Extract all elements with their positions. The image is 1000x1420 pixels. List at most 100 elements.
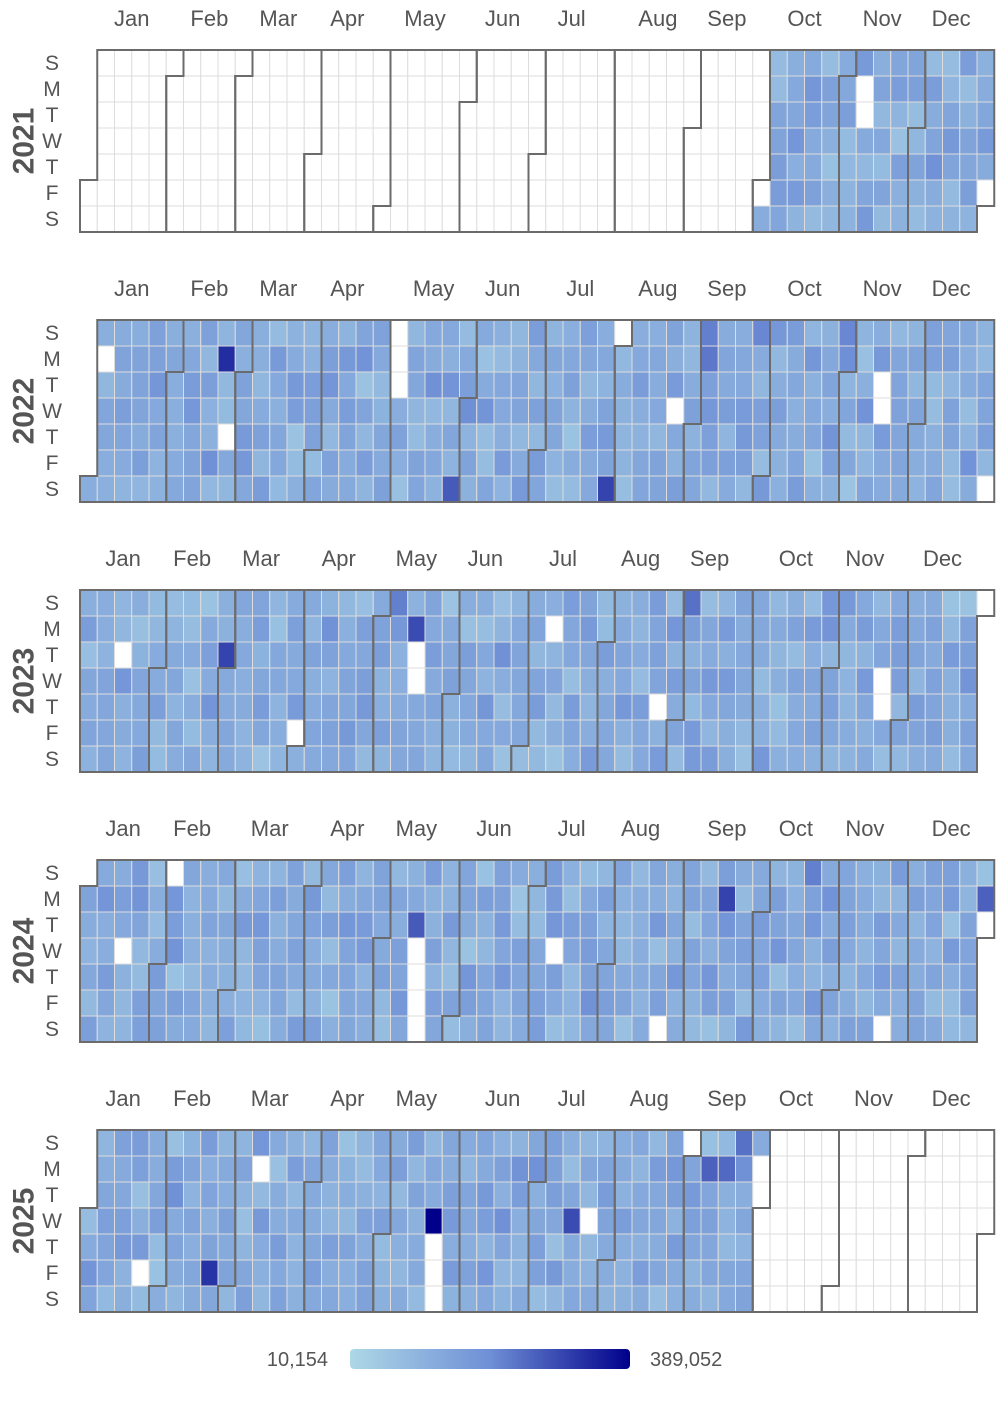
day-cell bbox=[700, 989, 719, 1017]
weekday-label: W bbox=[42, 670, 62, 693]
day-cell bbox=[338, 589, 357, 617]
day-cell bbox=[321, 719, 340, 747]
day-cell bbox=[286, 693, 305, 721]
day-cell bbox=[614, 1015, 633, 1043]
day-cell bbox=[424, 615, 443, 643]
day-cell bbox=[890, 641, 909, 669]
day-cell bbox=[407, 179, 426, 207]
day-cell bbox=[907, 127, 926, 155]
day-cell bbox=[804, 989, 823, 1017]
weekday-label: T bbox=[46, 104, 59, 127]
day-cell bbox=[200, 745, 219, 773]
day-cell bbox=[890, 449, 909, 477]
day-cell bbox=[752, 345, 771, 373]
day-cell bbox=[321, 885, 340, 913]
day-cell bbox=[338, 127, 357, 155]
day-cell bbox=[303, 75, 322, 103]
day-cell bbox=[890, 397, 909, 425]
year-label: 2023 bbox=[8, 648, 41, 715]
day-cell bbox=[752, 1181, 771, 1209]
day-cell bbox=[424, 859, 443, 887]
day-cell bbox=[786, 615, 805, 643]
day-cell bbox=[597, 319, 616, 347]
day-cell bbox=[338, 1285, 357, 1313]
day-cell bbox=[338, 1259, 357, 1287]
day-cell bbox=[700, 101, 719, 129]
day-cell bbox=[96, 49, 115, 77]
day-cell bbox=[700, 719, 719, 747]
day-cell bbox=[924, 615, 943, 643]
day-cell bbox=[666, 1129, 685, 1157]
day-cell bbox=[959, 989, 978, 1017]
day-cell bbox=[562, 937, 581, 965]
day-cell bbox=[631, 423, 650, 451]
day-cell bbox=[96, 745, 115, 773]
day-cell bbox=[510, 1285, 529, 1313]
day-cell bbox=[269, 1259, 288, 1287]
day-cell bbox=[114, 589, 133, 617]
day-cell bbox=[493, 101, 512, 129]
day-cell bbox=[786, 127, 805, 155]
day-cell bbox=[942, 475, 961, 503]
day-cell bbox=[907, 345, 926, 373]
day-cell bbox=[838, 641, 857, 669]
day-cell bbox=[717, 1155, 736, 1183]
day-cell bbox=[959, 101, 978, 129]
day-cell bbox=[924, 153, 943, 181]
day-cell bbox=[855, 1233, 874, 1261]
day-cell bbox=[183, 1015, 202, 1043]
day-cell bbox=[183, 885, 202, 913]
day-cell bbox=[424, 1155, 443, 1183]
day-cell bbox=[804, 589, 823, 617]
day-cell bbox=[441, 963, 460, 991]
day-cell bbox=[114, 615, 133, 643]
day-cell bbox=[286, 1015, 305, 1043]
day-cell bbox=[959, 475, 978, 503]
day-cell bbox=[907, 1129, 926, 1157]
day-cell bbox=[924, 75, 943, 103]
day-cell bbox=[493, 745, 512, 773]
day-cell bbox=[355, 745, 374, 773]
day-cell bbox=[234, 911, 253, 939]
day-cell bbox=[459, 345, 478, 373]
day-cell bbox=[924, 859, 943, 887]
day-cell bbox=[321, 963, 340, 991]
month-label: Sep bbox=[707, 6, 746, 31]
day-cell bbox=[390, 589, 409, 617]
day-cell bbox=[165, 423, 184, 451]
weekday-label: W bbox=[42, 130, 62, 153]
day-cell bbox=[976, 859, 995, 887]
day-cell bbox=[372, 179, 391, 207]
day-cell bbox=[855, 127, 874, 155]
day-cell bbox=[528, 859, 547, 887]
day-cell bbox=[821, 449, 840, 477]
day-cell bbox=[890, 179, 909, 207]
day-cell bbox=[269, 1207, 288, 1235]
day-cell bbox=[269, 319, 288, 347]
weekday-label: S bbox=[45, 1018, 59, 1041]
day-cell bbox=[476, 345, 495, 373]
day-cell bbox=[752, 127, 771, 155]
day-cell bbox=[493, 1233, 512, 1261]
day-cell bbox=[717, 1285, 736, 1313]
day-cell bbox=[424, 1233, 443, 1261]
day-cell bbox=[355, 1129, 374, 1157]
day-cell bbox=[252, 885, 271, 913]
day-cell bbox=[114, 397, 133, 425]
day-cell bbox=[217, 1155, 236, 1183]
day-cell bbox=[510, 589, 529, 617]
day-cell bbox=[355, 1155, 374, 1183]
day-cell bbox=[890, 1207, 909, 1235]
day-cell bbox=[769, 179, 788, 207]
day-cell bbox=[252, 127, 271, 155]
day-cell bbox=[493, 153, 512, 181]
day-cell bbox=[217, 345, 236, 373]
day-cell bbox=[631, 319, 650, 347]
day-cell bbox=[666, 615, 685, 643]
day-cell bbox=[493, 859, 512, 887]
day-cell bbox=[614, 449, 633, 477]
day-cell bbox=[562, 153, 581, 181]
day-cell bbox=[476, 1015, 495, 1043]
day-cell bbox=[666, 1259, 685, 1287]
day-cell bbox=[407, 75, 426, 103]
